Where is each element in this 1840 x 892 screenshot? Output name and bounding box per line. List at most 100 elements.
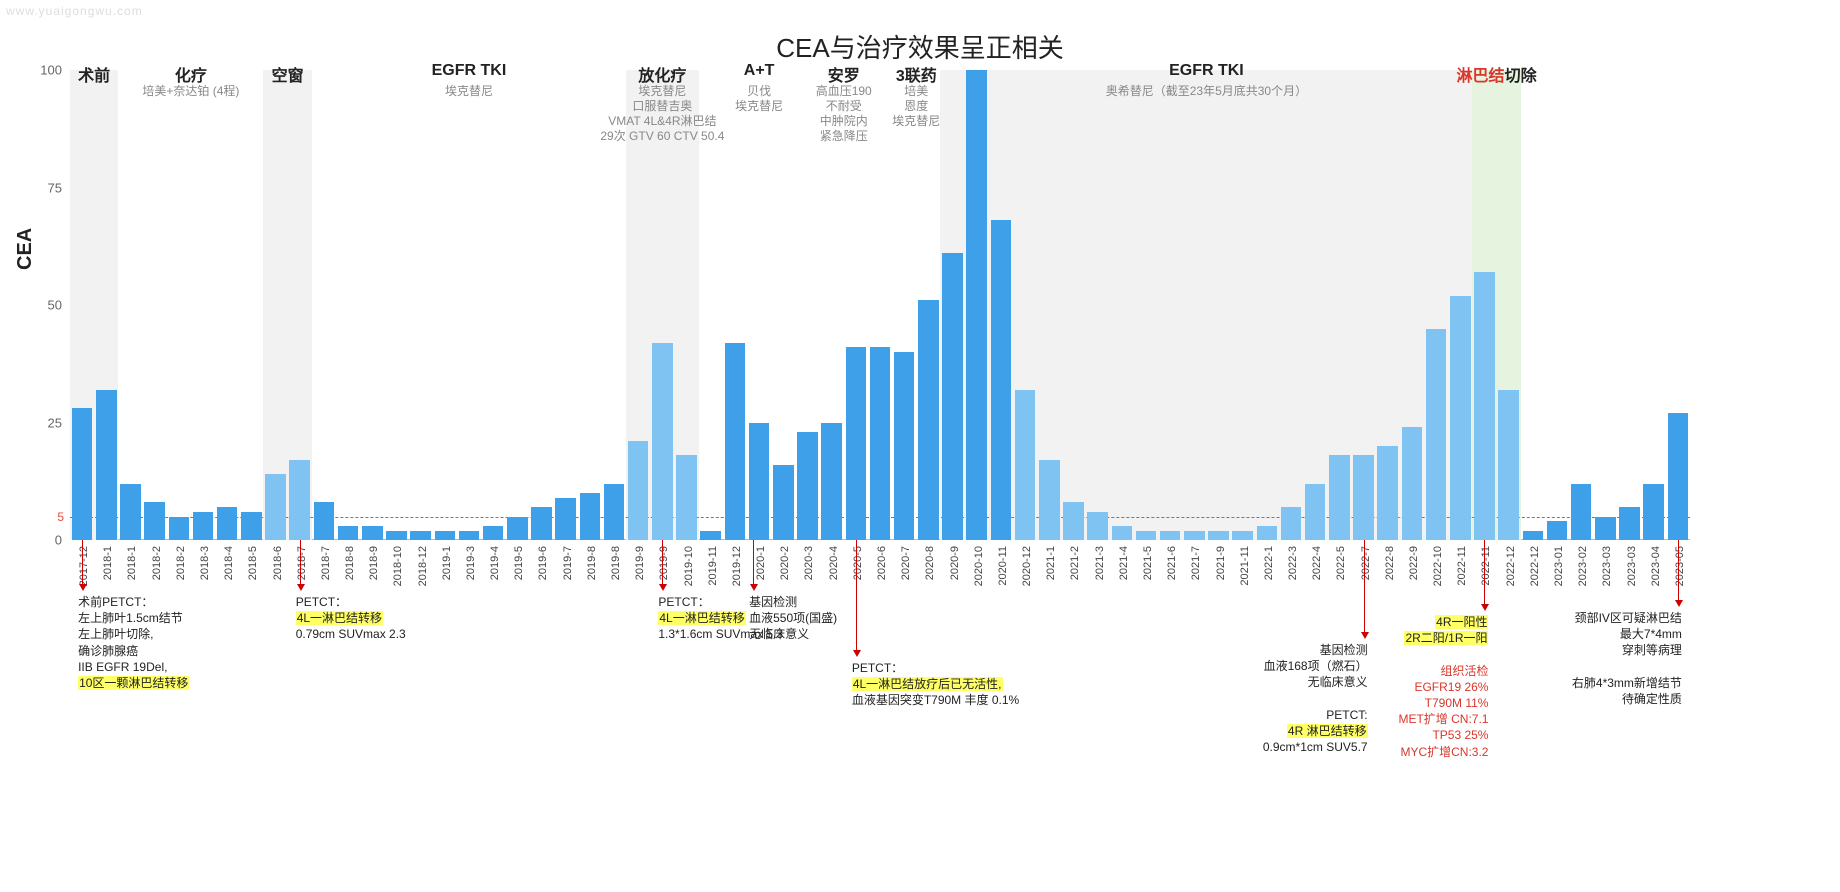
x-tick-label: 2018-7: [296, 546, 308, 580]
annotation-note: PETCT：4L一淋巴结转移1.3*1.6cm SUVmax 5.3: [658, 594, 783, 643]
x-tick-label: 2017-12: [78, 546, 90, 586]
bar: [1402, 427, 1423, 540]
x-tick-label: 2019-6: [537, 546, 549, 580]
x-tick-label: 2020-10: [973, 546, 985, 586]
bar: [241, 512, 262, 540]
bar: [894, 352, 915, 540]
bar: [821, 423, 842, 541]
x-tick-label: 2023-01: [1553, 546, 1565, 586]
x-tick-label: 2021-4: [1118, 546, 1130, 580]
x-tick-label: 2021-11: [1239, 546, 1251, 586]
bar: [628, 441, 649, 540]
bar: [1232, 531, 1253, 540]
phase-sublabel: 埃克替尼: [445, 84, 493, 99]
x-tick-label: 2019-9: [634, 546, 646, 580]
x-tick-label: 2020-2: [779, 546, 791, 580]
x-tick-label: 2018-3: [199, 546, 211, 580]
x-tick-label: 2018-12: [417, 546, 429, 586]
x-tick-label: 2019-11: [707, 546, 719, 586]
x-tick-label: 2022-7: [1360, 546, 1372, 580]
bar: [1281, 507, 1302, 540]
x-tick-label: 2022-12: [1505, 546, 1517, 586]
x-tick-label: 2019-7: [562, 546, 574, 580]
annotation-note: 4R一阳性2R二阳/1R一阳 组织活检EGFR19 26%T790M 11%ME…: [1398, 614, 1488, 760]
phase-sublabel: 埃克替尼口服替吉奥VMAT 4L&4R淋巴结29次 GTV 60 CTV 50.…: [600, 84, 724, 144]
bar: [700, 531, 721, 540]
x-tick-label: 2020-11: [997, 546, 1009, 586]
phase-sublabel: 培美恩度埃克替尼: [892, 84, 940, 129]
x-tick-label: 2022-4: [1311, 546, 1323, 580]
ref-line-label: 5: [57, 510, 64, 524]
phase-label: 化疗: [175, 62, 207, 86]
bar: [1353, 455, 1374, 540]
bar: [773, 465, 794, 540]
bar: [362, 526, 383, 540]
annotation-note: 基因检测血液550项(国盛)无临床意义: [749, 594, 837, 643]
x-tick-label: 2022-11: [1480, 546, 1492, 586]
chart-container: CEA与治疗效果呈正相关 CEA 术前化疗培美+奈达铂 (4程)空窗EGFR T…: [0, 0, 1840, 892]
x-tick-label: 2021-5: [1142, 546, 1154, 580]
bar: [217, 507, 238, 540]
x-tick-label: 2020-12: [1021, 546, 1033, 586]
bar: [1498, 390, 1519, 540]
x-tick-label: 2021-7: [1190, 546, 1202, 580]
bar: [1160, 531, 1181, 540]
bar: [531, 507, 552, 540]
y-tick: 100: [40, 63, 62, 78]
chart-title: CEA与治疗效果呈正相关: [0, 28, 1840, 65]
phase-label: A+T: [744, 62, 775, 80]
bar: [1257, 526, 1278, 540]
phase-sublabel: 奥希替尼（截至23年5月底共30个月）: [1106, 84, 1307, 99]
bar: [435, 531, 456, 540]
x-tick-label: 2022-8: [1384, 546, 1396, 580]
bar: [1039, 460, 1060, 540]
x-tick-label: 2023-04: [1650, 546, 1662, 586]
phase-label: EGFR TKI: [1169, 62, 1244, 80]
x-tick-label: 2019-9: [658, 546, 670, 580]
bar: [410, 531, 431, 540]
phase-sublabel: 培美+奈达铂 (4程): [142, 84, 239, 99]
annotation-note: 颈部IV区可疑淋巴结最大7*4mm穿刺等病理 右肺4*3mm新增结节待确定性质: [1572, 610, 1682, 707]
bar: [846, 347, 867, 540]
x-tick-label: 2018-7: [320, 546, 332, 580]
bar: [652, 343, 673, 540]
x-tick-label: 2019-10: [683, 546, 695, 586]
phase-sublabel: 高血压190不耐受中肿院内紧急降压: [816, 84, 872, 144]
y-tick: 0: [55, 533, 62, 548]
y-tick: 50: [48, 298, 62, 313]
x-tick-label: 2022-3: [1287, 546, 1299, 580]
bar: [1643, 484, 1664, 540]
x-tick-label: 2019-1: [441, 546, 453, 580]
phase-label: 淋巴结切除: [1457, 62, 1537, 86]
bar: [72, 408, 93, 540]
x-tick-label: 2018-10: [392, 546, 404, 586]
x-tick-label: 2021-9: [1215, 546, 1227, 580]
bar: [483, 526, 504, 540]
bar: [870, 347, 891, 540]
x-tick-label: 2020-5: [852, 546, 864, 580]
x-tick-label: 2019-4: [489, 546, 501, 580]
bar: [1523, 531, 1544, 540]
bar: [1112, 526, 1133, 540]
bar: [386, 531, 407, 540]
x-tick-label: 2018-5: [247, 546, 259, 580]
annotation-note: 基因检测血液168项（燃石）无临床意义 PETCT:4R 淋巴结转移0.9cm*…: [1263, 642, 1368, 755]
phase-label: 空窗: [272, 62, 304, 86]
x-tick-label: 2020-8: [924, 546, 936, 580]
bar: [1595, 517, 1616, 541]
x-tick-label: 2021-6: [1166, 546, 1178, 580]
y-tick: 75: [48, 180, 62, 195]
x-tick-label: 2023-02: [1577, 546, 1589, 586]
bar: [1474, 272, 1495, 540]
bar: [966, 70, 987, 540]
bar: [144, 502, 165, 540]
x-tick-label: 2018-4: [223, 546, 235, 580]
bar: [1208, 531, 1229, 540]
x-tick-label: 2018-1: [126, 546, 138, 580]
x-tick-label: 2020-3: [803, 546, 815, 580]
bar: [1063, 502, 1084, 540]
bar: [289, 460, 310, 540]
bar: [580, 493, 601, 540]
bar: [749, 423, 770, 541]
x-tick-label: 2018-9: [368, 546, 380, 580]
